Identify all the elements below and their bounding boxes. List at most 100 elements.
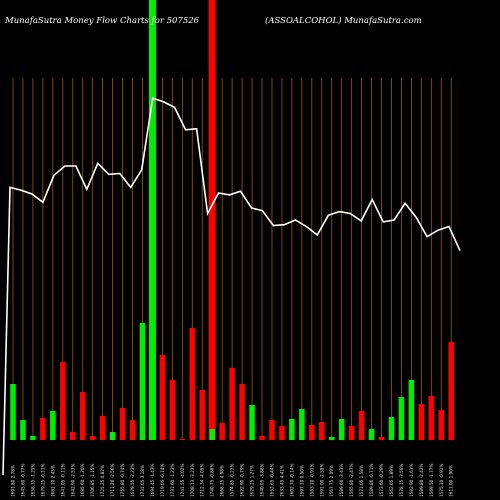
- x-tick-label: 1711.20 -2.56%: [110, 464, 115, 497]
- chart-title-right: (ASSOALCOHOL) MunafaSutra.com: [265, 15, 422, 26]
- money-flow-bar: [408, 380, 415, 440]
- money-flow-bar: [89, 436, 96, 440]
- money-flow-bar: [139, 323, 146, 440]
- money-flow-bar: [358, 411, 365, 440]
- money-flow-bar: [229, 368, 235, 440]
- x-tick-label: 1641.05 -0.11%: [60, 464, 65, 497]
- x-tick-label: 1706.85 -1.15%: [90, 464, 95, 497]
- money-flow-bar: [189, 328, 196, 440]
- x-tick-label: 1645.60 -0.77%: [20, 464, 25, 497]
- x-tick-label: 1658.35 -1.25%: [30, 464, 35, 497]
- money-flow-bar: [289, 419, 295, 440]
- money-flow-bar: [30, 436, 36, 440]
- money-flow-bar: [60, 362, 66, 440]
- highlight-columns: [148, 0, 216, 440]
- x-tick-label: 1573.60 -0.29%: [379, 464, 384, 497]
- x-tick-label: 1679.55 -2.23%: [130, 464, 135, 497]
- vertical-grid: [12, 78, 452, 440]
- x-tick-label: 1652.65 -0.44%: [269, 464, 274, 497]
- money-flow-bar: [249, 405, 255, 440]
- money-flow-bar: [338, 419, 345, 440]
- x-tick-label: 1562.05 1.89%: [389, 465, 394, 497]
- money-flow-bar: [438, 410, 445, 440]
- x-tick-label: 1565.80 -2.47%: [349, 464, 354, 497]
- money-flow-bar: [328, 437, 335, 440]
- money-flow-bar: [109, 432, 116, 440]
- x-tick-label: 1694.45 -1.43%: [150, 464, 155, 497]
- money-flow-bar: [149, 392, 156, 440]
- x-tick-label: 1589.86 -0.71%: [369, 464, 374, 497]
- money-flow-bar: [50, 411, 56, 440]
- money-flow-bar: [319, 422, 325, 440]
- price-line: [2, 97, 461, 476]
- x-tick-label: 1668.25 4.98%: [220, 465, 225, 497]
- money-flow-bar: [368, 429, 375, 440]
- x-tick-label: 1708.13 -3.23%: [190, 464, 195, 497]
- x-tick-label: 1731.05 3.18%: [140, 465, 145, 497]
- money-flow-bar: [179, 439, 186, 440]
- x-tick-label: 1731.60 -1.23%: [170, 464, 175, 497]
- money-flow-bar: [209, 429, 215, 440]
- chart-title-left: MunafaSutra Money Flow Charts for 507526: [4, 16, 200, 26]
- money-flow-bar: [448, 342, 454, 440]
- x-tick-label: 1567.75 2.09%: [329, 465, 334, 497]
- x-tick-label: 1725.25 0.82%: [100, 465, 105, 497]
- x-tick-label: 1719.05 -0.14%: [160, 464, 165, 497]
- money-flow-bar: [10, 384, 16, 440]
- money-flow-bar: [239, 384, 245, 440]
- x-tick-label: 1755.80 -0.74%: [120, 464, 125, 497]
- money-flow-bars: [10, 323, 454, 440]
- money-flow-bar: [129, 420, 136, 440]
- x-tick-label: 1629.25 1.27%: [250, 465, 255, 497]
- money-flow-bar: [428, 396, 435, 440]
- highlight-green-column: [148, 0, 156, 440]
- money-flow-bar: [79, 392, 86, 440]
- x-tick-label: 1591.00 -2.58%: [319, 464, 324, 497]
- money-flow-bar: [199, 390, 205, 440]
- x-tick-label: 1681.10 2.45%: [50, 465, 55, 497]
- x-tick-label: 1640.05 -3.88%: [260, 464, 265, 497]
- x-tick-label: 1633.45 4.41%: [279, 465, 284, 497]
- x-tick-label: 1741.55 -4.02%: [180, 464, 185, 497]
- money-flow-bar: [299, 409, 305, 440]
- money-flow-bar: [20, 420, 26, 440]
- x-tick-label: 1575.10 -0.91%: [439, 464, 444, 497]
- x-tick-labels: 1691.80 2.78% 1645.60 -0.77% 1658.35 -1.25…: [11, 464, 454, 497]
- money-flow-bar: [378, 437, 385, 440]
- money-flow-bar: [269, 420, 275, 440]
- x-tick-label: 1602.70 -0.14%: [289, 464, 294, 497]
- x-tick-label: 1571.05 1.58%: [359, 465, 364, 497]
- x-tick-label: 1582.90 -1.63%: [409, 464, 414, 497]
- x-tick-label: 1589.80 -2.42%: [419, 464, 424, 497]
- money-flow-bar: [159, 355, 166, 440]
- money-flow-bar: [279, 426, 285, 440]
- x-tick-label: 1679.25 -0.11%: [40, 464, 45, 497]
- money-flow-bar: [388, 417, 395, 440]
- money-flow-bar: [348, 426, 355, 440]
- x-tick-label: 1569.50 -1.77%: [429, 464, 434, 497]
- x-tick-label: 1622.90 -0.79%: [240, 464, 245, 497]
- money-flow-bar: [169, 380, 176, 440]
- money-flow-bar: [418, 404, 425, 440]
- x-tick-label: 1685.60 -1.20%: [80, 464, 85, 497]
- money-flow-bar: [219, 423, 225, 440]
- x-tick-label: 1691.80 2.78%: [11, 465, 16, 497]
- x-tick-label: 1740.75 -0.88%: [210, 464, 215, 497]
- money-flow-bar: [309, 425, 315, 440]
- x-tick-label: 1589.60 -3.43%: [339, 464, 344, 497]
- money-flow-bar: [398, 397, 405, 440]
- money-flow-bar: [40, 418, 46, 440]
- x-tick-label: 1712.34 -4.05%: [200, 464, 205, 497]
- x-tick-label: 1597.10 0.50%: [299, 465, 304, 497]
- x-tick-label: 1642.90 -2.53%: [70, 464, 75, 497]
- money-flow-bar: [259, 436, 265, 440]
- x-tick-label: 1583.10 -0.91%: [309, 464, 314, 497]
- x-tick-label: 1578.15 -3.58%: [399, 464, 404, 497]
- x-tick-label: 1574.85 -0.23%: [230, 464, 235, 497]
- x-tick-label: 1611.00 1.90%: [449, 465, 454, 497]
- money-flow-bar: [119, 408, 126, 440]
- highlight-red-column: [208, 0, 216, 440]
- money-flow-bar: [99, 416, 106, 440]
- money-flow-bar: [70, 432, 76, 440]
